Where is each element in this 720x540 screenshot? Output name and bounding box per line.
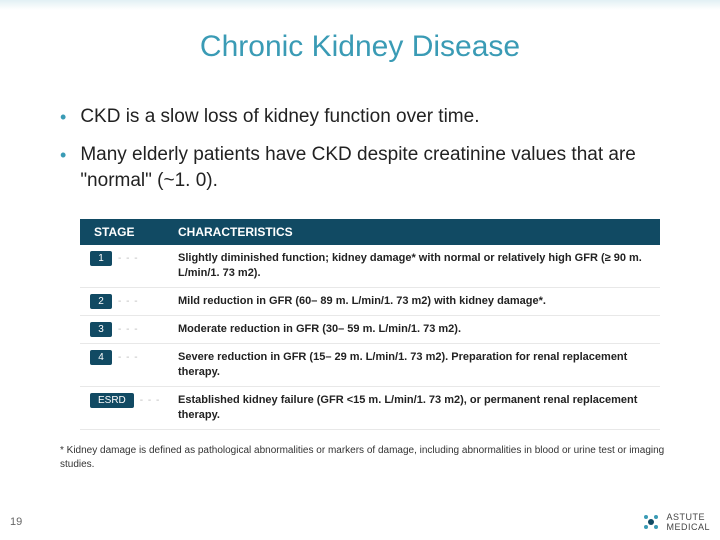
stage-badge: 4 [90,350,112,365]
dash-icon: - - - [118,296,139,307]
table-row: 2 - - - Mild reduction in GFR (60– 89 m.… [80,288,660,316]
bullet-item: • Many elderly patients have CKD despite… [60,142,680,194]
footnote-text: * Kidney damage is defined as pathologic… [60,444,680,472]
table-row: 3 - - - Moderate reduction in GFR (30– 5… [80,316,660,344]
table-row: 1 - - - Slightly diminished function; ki… [80,245,660,288]
characteristic-cell: Mild reduction in GFR (60– 89 m. L/min/1… [170,294,660,309]
brand-logo-text: ASTUTE MEDICAL [666,512,710,532]
brand-line1: ASTUTE [666,512,705,522]
stage-cell: 4 - - - [80,350,170,365]
brand-logo: ASTUTE MEDICAL [642,512,710,532]
bullet-dot-icon: • [60,104,66,130]
stages-table: STAGE CHARACTERISTICS 1 - - - Slightly d… [80,219,660,430]
bullet-dot-icon: • [60,142,66,168]
dash-icon: - - - [118,352,139,363]
bullet-text: Many elderly patients have CKD despite c… [80,142,680,194]
brand-line2: MEDICAL [666,522,710,532]
characteristic-cell: Moderate reduction in GFR (30– 59 m. L/m… [170,322,660,337]
header-stage: STAGE [80,225,170,239]
bullet-list: • CKD is a slow loss of kidney function … [60,104,680,194]
stage-badge: 1 [90,251,112,266]
characteristic-cell: Established kidney failure (GFR <15 m. L… [170,393,660,423]
stage-badge: 3 [90,322,112,337]
stage-badge: 2 [90,294,112,309]
slide-title: Chronic Kidney Disease [40,30,680,64]
characteristic-cell: Severe reduction in GFR (15– 29 m. L/min… [170,350,660,380]
header-characteristics: CHARACTERISTICS [170,225,660,239]
stage-cell: ESRD - - - [80,393,170,408]
bullet-item: • CKD is a slow loss of kidney function … [60,104,680,130]
footer: 19 ASTUTE MEDICAL [10,512,710,532]
dash-icon: - - - [140,395,161,406]
stage-cell: 3 - - - [80,322,170,337]
stage-badge: ESRD [90,393,134,408]
characteristic-cell: Slightly diminished function; kidney dam… [170,251,660,281]
table-row: ESRD - - - Established kidney failure (G… [80,387,660,430]
table-header: STAGE CHARACTERISTICS [80,219,660,245]
dash-icon: - - - [118,253,139,264]
stage-cell: 2 - - - [80,294,170,309]
bullet-text: CKD is a slow loss of kidney function ov… [80,104,479,130]
top-accent [0,0,720,10]
table-row: 4 - - - Severe reduction in GFR (15– 29 … [80,344,660,387]
dash-icon: - - - [118,324,139,335]
page-number: 19 [10,516,22,528]
stage-cell: 1 - - - [80,251,170,266]
brand-logo-icon [642,513,660,531]
